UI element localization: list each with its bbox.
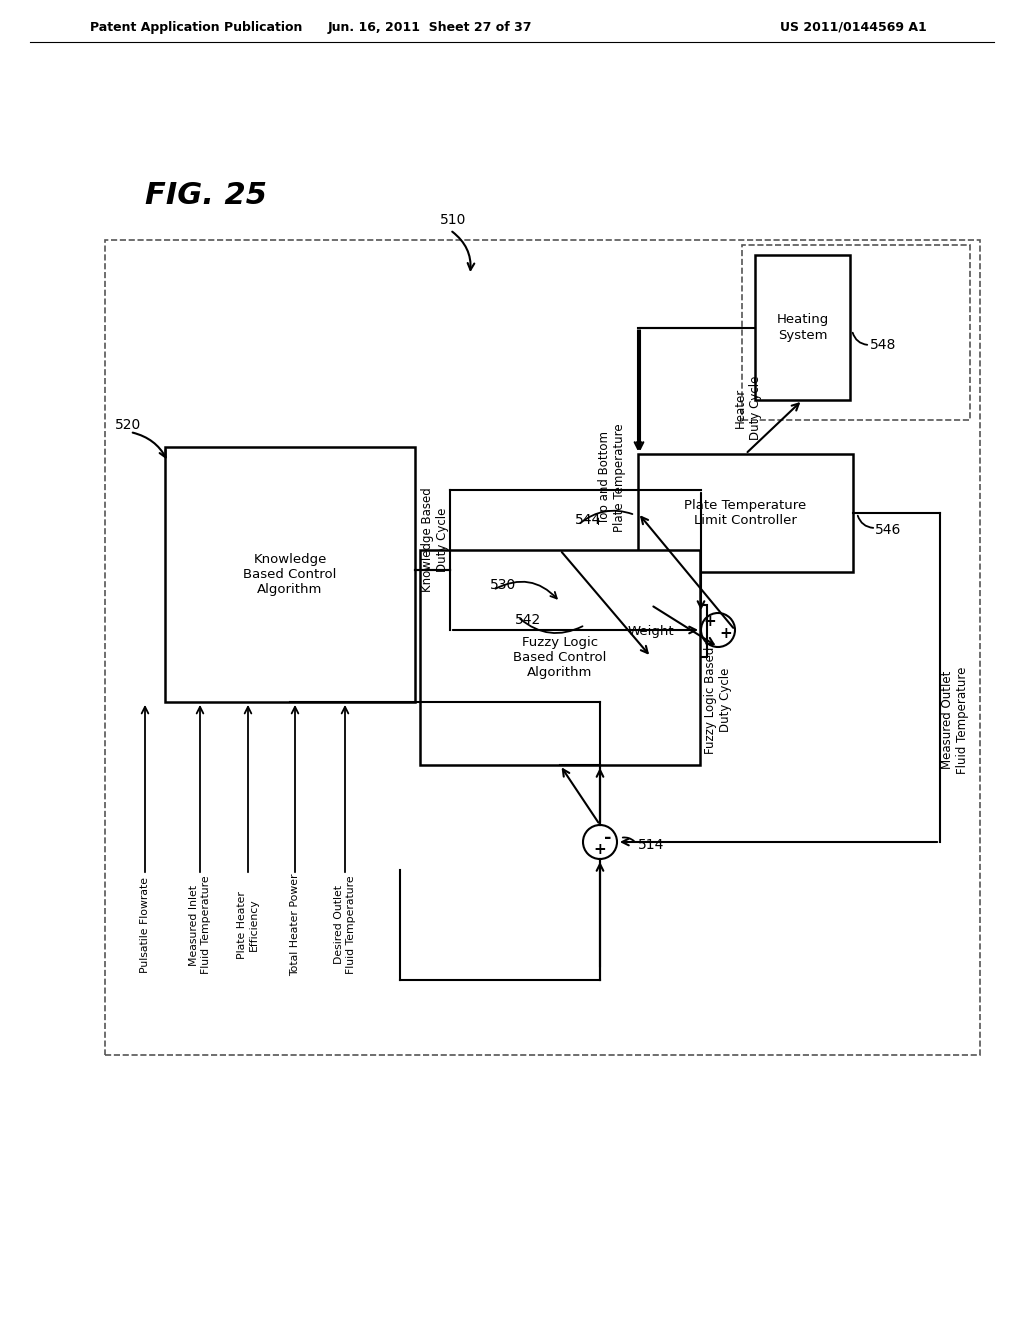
Text: 510: 510 xyxy=(440,213,466,227)
Text: 514: 514 xyxy=(638,838,665,851)
Text: Pulsatile Flowrate: Pulsatile Flowrate xyxy=(140,876,150,973)
Bar xyxy=(420,550,700,766)
Text: US 2011/0144569 A1: US 2011/0144569 A1 xyxy=(780,21,927,33)
Text: Knowledge
Based Control
Algorithm: Knowledge Based Control Algorithm xyxy=(244,553,337,597)
Text: 546: 546 xyxy=(874,523,901,537)
Text: +: + xyxy=(703,614,717,628)
Text: Fuzzy Logic Based
Duty Cycle: Fuzzy Logic Based Duty Cycle xyxy=(705,647,732,754)
Text: Heating
System: Heating System xyxy=(776,314,828,342)
Text: 544: 544 xyxy=(575,513,601,527)
Text: +: + xyxy=(594,842,606,858)
Bar xyxy=(755,255,850,400)
Text: Heater
Duty Cycle: Heater Duty Cycle xyxy=(734,376,762,440)
Bar xyxy=(105,240,980,1055)
Text: Desired Outlet
Fluid Temperature: Desired Outlet Fluid Temperature xyxy=(334,875,355,974)
Text: Weight: Weight xyxy=(628,624,675,638)
Text: 548: 548 xyxy=(870,338,896,352)
Text: 520: 520 xyxy=(115,418,141,432)
Text: FIG. 25: FIG. 25 xyxy=(145,181,267,210)
Text: +: + xyxy=(720,626,732,640)
Bar xyxy=(165,447,415,702)
Text: Measured Inlet
Fluid Temperature: Measured Inlet Fluid Temperature xyxy=(189,875,211,974)
Bar xyxy=(638,454,853,572)
Text: Total Heater Power: Total Heater Power xyxy=(290,874,300,977)
Text: Top and Bottom
Plate Temperature: Top and Bottom Plate Temperature xyxy=(598,424,626,532)
Bar xyxy=(742,246,970,420)
Text: 530: 530 xyxy=(490,578,516,591)
Text: Jun. 16, 2011  Sheet 27 of 37: Jun. 16, 2011 Sheet 27 of 37 xyxy=(328,21,532,33)
Text: 542: 542 xyxy=(515,612,542,627)
Text: Fuzzy Logic
Based Control
Algorithm: Fuzzy Logic Based Control Algorithm xyxy=(513,636,606,678)
Text: Knowledge Based
Duty Cycle: Knowledge Based Duty Cycle xyxy=(421,487,449,593)
Text: Plate Temperature
Limit Controller: Plate Temperature Limit Controller xyxy=(684,499,807,527)
Bar xyxy=(595,605,707,657)
Text: -: - xyxy=(604,829,611,847)
Text: Measured Outlet
Fluid Temperature: Measured Outlet Fluid Temperature xyxy=(941,667,969,774)
Text: Patent Application Publication: Patent Application Publication xyxy=(90,21,302,33)
Text: Plate Heater
Efficiency: Plate Heater Efficiency xyxy=(238,891,259,958)
